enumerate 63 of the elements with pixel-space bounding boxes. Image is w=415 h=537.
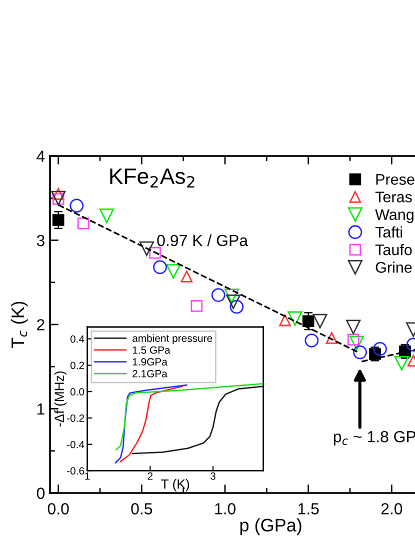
chart-title: KFe$_{2}$As$_{2}$ xyxy=(110,168,194,188)
x-tick-label: 0.5 xyxy=(131,503,152,514)
legend-label: Prese xyxy=(376,174,414,185)
x-tick-label: 1 xyxy=(85,472,90,480)
point xyxy=(226,294,241,310)
y-tick-label: 3 xyxy=(36,234,44,246)
y-tick-label: -0.4 xyxy=(67,440,84,448)
legend-label: ambient pressure xyxy=(132,334,212,344)
point xyxy=(394,356,409,371)
legend-label: 2.1GPa xyxy=(132,370,168,378)
point xyxy=(288,311,302,326)
legend-label: Tafti xyxy=(375,226,402,238)
point xyxy=(52,214,64,226)
x-tick-label: 0.0 xyxy=(48,503,69,514)
y-tick-label: 0.2 xyxy=(70,362,84,370)
y-tick-label: 1 xyxy=(37,404,44,415)
point xyxy=(190,300,203,312)
y-axis-title: -Δf (MHz) xyxy=(54,371,67,426)
point xyxy=(279,314,291,326)
point xyxy=(77,217,90,230)
x-tick-label: 2 xyxy=(148,472,153,480)
x-axis-title: T (K) xyxy=(161,479,190,492)
point xyxy=(166,264,181,279)
legend-label: Teras xyxy=(375,192,412,202)
legend-label: Taufo xyxy=(375,244,412,256)
legend-label: 1.5 GPa xyxy=(132,346,170,354)
annotation: 0.97 K / GPa xyxy=(157,234,248,246)
point xyxy=(347,334,360,346)
y-tick-label: 0.4 xyxy=(70,335,84,343)
y-tick-label: -0.6 xyxy=(67,467,84,475)
point xyxy=(70,198,84,213)
x-tick-label: 2.0 xyxy=(381,503,402,514)
point xyxy=(373,342,387,356)
point xyxy=(353,345,367,360)
y-tick-label: 4 xyxy=(36,150,45,162)
x-axis-title: p (GPa) xyxy=(240,518,302,536)
y-tick-label: 0.0 xyxy=(70,388,84,396)
point xyxy=(224,288,239,304)
point xyxy=(211,288,226,302)
legend-label: Grine xyxy=(376,262,412,273)
point xyxy=(346,320,361,334)
legend-label: Wang xyxy=(375,209,414,224)
y-tick-label: 2 xyxy=(37,319,44,330)
legend-label: 1.9GPa xyxy=(132,358,168,366)
y-tick-label: -0.2 xyxy=(67,414,84,422)
point xyxy=(304,334,319,348)
point xyxy=(230,300,244,314)
point xyxy=(99,208,114,224)
x-tick-label: 3 xyxy=(210,472,216,480)
line-series xyxy=(116,382,264,450)
point xyxy=(326,332,338,344)
point xyxy=(153,260,167,274)
point xyxy=(139,241,154,256)
point xyxy=(149,246,161,259)
line-series xyxy=(132,386,264,454)
point xyxy=(302,315,314,328)
x-tick-label: 1.5 xyxy=(298,503,319,514)
point xyxy=(312,314,328,328)
x-tick-label: 1.0 xyxy=(215,503,236,514)
y-axis-title: T$_{c}$ (K) xyxy=(10,302,28,348)
point xyxy=(349,336,364,350)
y-tick-label: 0 xyxy=(36,488,45,499)
point xyxy=(180,270,193,282)
